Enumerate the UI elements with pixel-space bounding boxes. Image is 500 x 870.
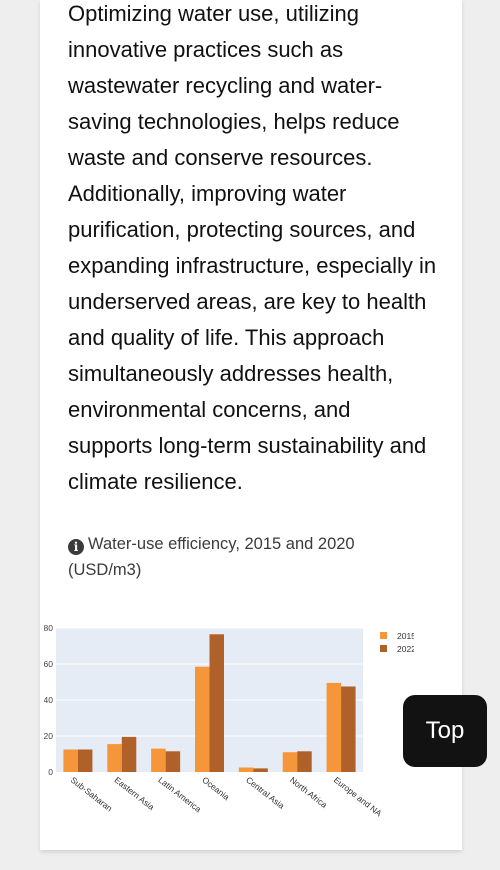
legend-label: 2022 xyxy=(397,644,414,654)
y-tick-label: 40 xyxy=(44,695,53,705)
x-tick-label: Europe and NA xyxy=(332,775,384,819)
bar-2022 xyxy=(209,634,224,772)
legend-swatch-2022 xyxy=(380,645,387,652)
x-tick-label: Oceania xyxy=(200,775,231,803)
bar-2022 xyxy=(165,751,181,772)
legend-swatch-2015 xyxy=(380,632,387,639)
y-tick-label: 20 xyxy=(44,731,53,741)
bar-2015 xyxy=(238,767,254,772)
x-tick-label: Latin America xyxy=(156,775,203,815)
bar-2022 xyxy=(77,749,93,772)
figure-caption-text: Water-use efficiency, 2015 and 2020 (USD… xyxy=(68,535,355,579)
bar-2015 xyxy=(151,748,166,772)
bar-2015 xyxy=(63,749,78,772)
figure-caption: i Water-use efficiency, 2015 and 2020 (US… xyxy=(68,531,398,583)
bar-2015 xyxy=(107,744,122,772)
y-tick-label: 80 xyxy=(44,623,53,633)
y-tick-label: 0 xyxy=(48,767,53,777)
x-tick-label: Eastern Asia xyxy=(113,775,157,812)
top-button[interactable]: Top xyxy=(403,695,487,767)
info-icon[interactable]: i xyxy=(68,539,84,555)
y-tick-label: 60 xyxy=(44,659,53,669)
x-tick-label: Central Asia xyxy=(244,775,286,811)
x-tick-label: Sub-Saharan xyxy=(69,775,115,814)
bar-2015 xyxy=(195,666,210,772)
legend-label: 2015 xyxy=(397,631,414,641)
bar-2022 xyxy=(341,686,356,772)
x-tick-label: North Africa xyxy=(288,775,329,810)
article-paragraph: Optimizing water use, utilizing innovati… xyxy=(68,1,437,494)
bar-2022 xyxy=(297,751,312,772)
bar-2022 xyxy=(121,736,137,772)
bar-2015 xyxy=(282,752,298,772)
bar-2022 xyxy=(253,768,268,772)
bar-2015 xyxy=(326,682,342,772)
